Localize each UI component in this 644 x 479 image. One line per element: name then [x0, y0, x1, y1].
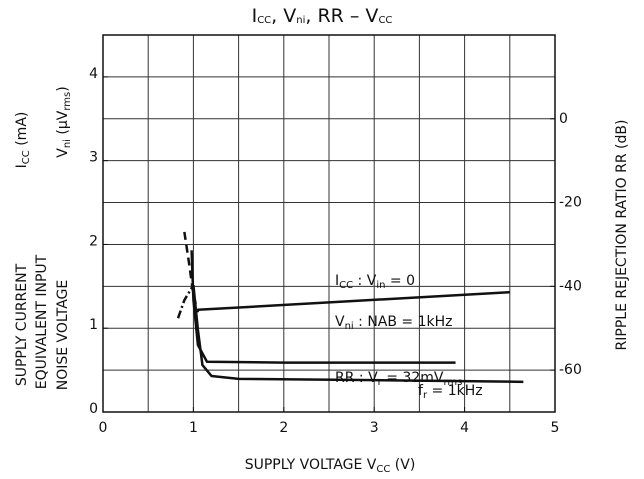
annotation: RR : Vr = 32mVrms: [335, 370, 462, 388]
annotation-part: f: [418, 383, 424, 399]
annotation-part: = 1kHz: [427, 383, 483, 399]
y-axis-unit-part: (mA): [14, 112, 30, 151]
plot-frame: [102, 34, 556, 413]
x-axis-label: SUPPLY VOLTAGE VCC (V): [245, 457, 416, 475]
annotation-part: r: [378, 377, 383, 388]
x-tick-label: 0: [99, 420, 108, 436]
y-axis-unit-part: V: [55, 148, 71, 158]
series-line: [197, 290, 510, 312]
y-axis-unit-part: (μV: [55, 110, 71, 139]
y-tick-label: 1: [89, 317, 98, 333]
annotation-part: I: [335, 273, 339, 289]
annotation-part: ni: [345, 321, 354, 332]
annotation-part: V: [335, 314, 345, 330]
y2-tick-label: 0: [559, 111, 568, 127]
annotation-part: : NAB = 1kHz: [354, 314, 453, 330]
chart-title-part: I: [252, 5, 258, 27]
annotation-part: r: [423, 390, 428, 401]
y2-tick-label: -40: [559, 278, 582, 294]
annotation-part: in: [376, 280, 385, 291]
y-axis-label: EQUIVALENT INPUT: [34, 254, 50, 389]
y2-tick-label: -60: [559, 362, 582, 378]
series-line: [176, 284, 195, 319]
series-line: [192, 284, 524, 384]
annotation-part: = 0: [385, 273, 415, 289]
chart-title: ICC, Vni, RR – VCC: [252, 5, 393, 27]
x-tick-label: 2: [279, 420, 288, 436]
y-axis-unit: Vni (μVrms): [55, 86, 73, 157]
chart-title-part: CC: [378, 15, 392, 26]
y-tick-label: 4: [89, 66, 98, 82]
x-axis-label-part: CC: [376, 464, 390, 475]
annotation-part: RR : V: [335, 370, 378, 386]
x-axis-label-part: (V): [390, 457, 415, 473]
x-tick-label: 5: [551, 420, 560, 436]
chart-title-part: ni: [296, 15, 305, 26]
chart-title-part: , RR – V: [305, 5, 378, 27]
chart-title-part: CC: [257, 15, 271, 26]
y-axis-unit-part: rms: [62, 92, 73, 111]
y-axis-label: SUPPLY CURRENT: [14, 263, 30, 386]
y-axis-unit-part: ni: [62, 139, 73, 148]
y-tick-label: 3: [89, 150, 98, 166]
x-tick-label: 4: [460, 420, 469, 436]
x-tick-label: 3: [370, 420, 379, 436]
annotation-part: : V: [353, 273, 377, 289]
y-axis-label: NOISE VOLTAGE: [55, 280, 71, 391]
x-axis-label-part: SUPPLY VOLTAGE V: [245, 457, 377, 473]
y-axis-unit-part: I: [14, 164, 30, 168]
y-axis-unit-part: ): [55, 86, 71, 91]
chart-title-part: , V: [271, 5, 296, 27]
annotation-part: = 32mV: [382, 370, 444, 386]
y2-tick-label: -20: [559, 195, 582, 211]
y-axis-unit: ICC (mA): [14, 112, 32, 169]
annotation-part: CC: [339, 280, 353, 291]
annotation-part: rms: [443, 377, 462, 388]
x-tick-label: 1: [189, 420, 198, 436]
y2-axis-label: RIPPLE REJECTION RATIO RR (dB): [614, 120, 630, 351]
annotation: ICC : Vin = 0: [335, 273, 415, 291]
y-tick-label: 0: [89, 401, 98, 417]
annotation: fr = 1kHz: [418, 383, 483, 401]
annotation: Vni : NAB = 1kHz: [335, 314, 453, 332]
y-axis-unit-part: CC: [21, 150, 32, 164]
y-tick-label: 2: [89, 233, 98, 249]
series-line: [190, 250, 456, 364]
